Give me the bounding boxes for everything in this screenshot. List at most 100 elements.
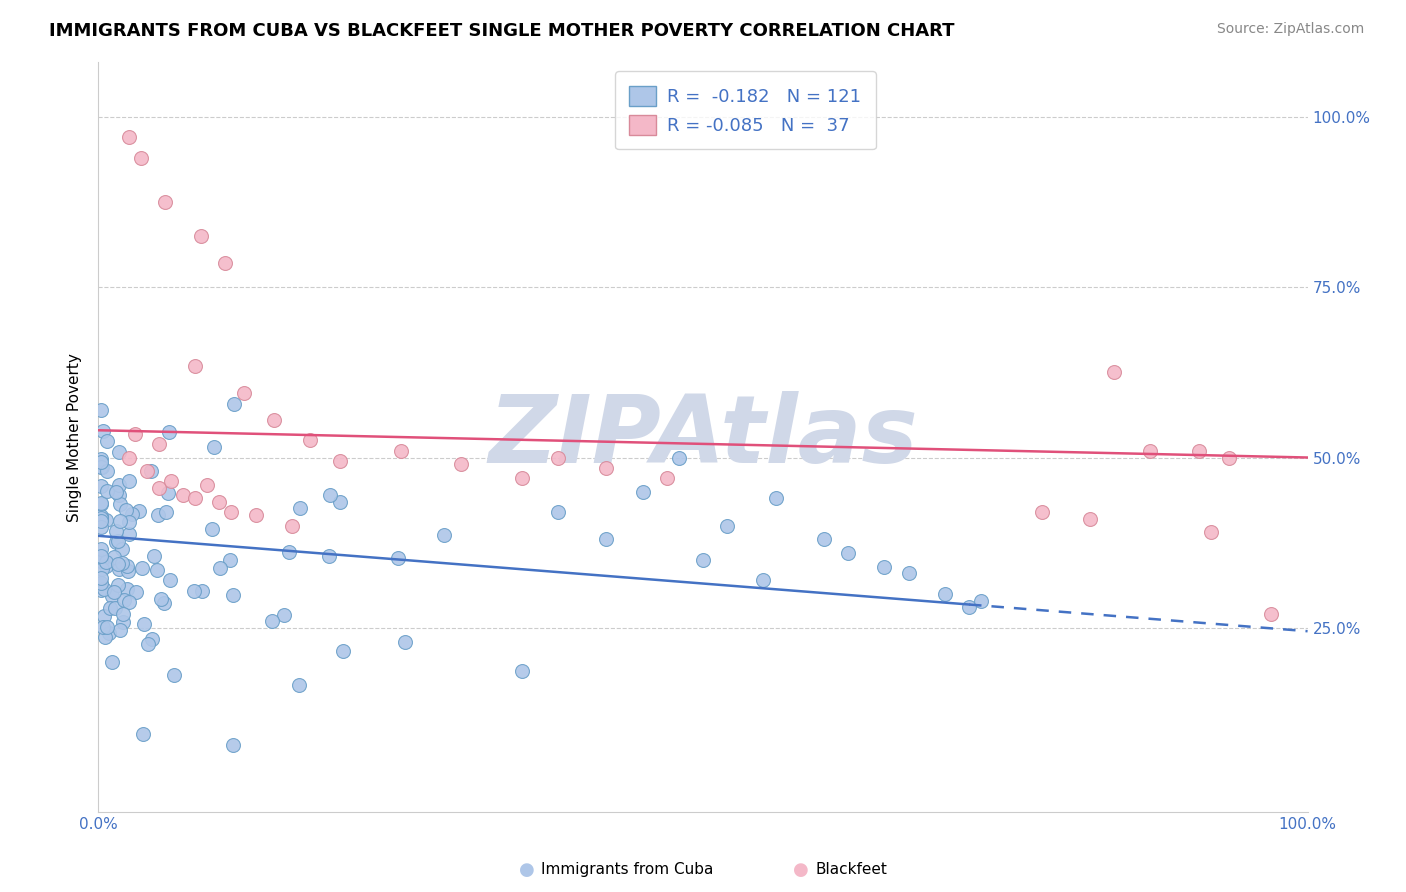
Point	[132, 617, 155, 632]
Point	[153, 195, 176, 210]
Point	[111, 607, 134, 622]
Point	[190, 229, 212, 244]
Point	[107, 533, 129, 548]
Point	[595, 460, 617, 475]
Point	[202, 440, 225, 454]
Point	[1188, 443, 1211, 458]
Point	[131, 561, 153, 575]
Point	[118, 527, 141, 541]
Point	[90, 542, 112, 557]
Point	[118, 450, 141, 465]
Point	[111, 542, 134, 557]
Point	[90, 571, 112, 585]
Point	[90, 452, 112, 467]
Point	[214, 256, 236, 270]
Point	[90, 554, 112, 568]
Point	[1199, 525, 1222, 540]
Point	[118, 474, 141, 488]
Point	[108, 497, 131, 511]
Point	[153, 596, 176, 610]
Point	[159, 574, 181, 588]
Point	[668, 450, 690, 465]
Point	[245, 508, 267, 523]
Point	[224, 397, 246, 411]
Point	[221, 505, 243, 519]
Point	[112, 615, 135, 629]
Point	[765, 491, 787, 506]
Point	[103, 584, 125, 599]
Point	[97, 625, 120, 640]
Point	[143, 549, 166, 563]
Point	[184, 491, 207, 506]
Point	[148, 481, 170, 495]
Point	[595, 533, 617, 547]
Point	[108, 478, 131, 492]
Point	[90, 582, 112, 597]
Point	[112, 593, 135, 607]
Point	[117, 558, 139, 573]
Point	[91, 460, 114, 475]
Point	[631, 484, 654, 499]
Point	[90, 514, 112, 528]
Point	[96, 464, 118, 478]
Point	[90, 403, 112, 417]
Point	[110, 514, 132, 528]
Point	[150, 591, 173, 606]
Point	[98, 600, 121, 615]
Point	[221, 738, 243, 752]
Point	[155, 505, 177, 519]
Point	[837, 546, 859, 560]
Point	[96, 620, 118, 634]
Point	[329, 454, 352, 468]
Point	[103, 549, 125, 564]
Point	[139, 464, 162, 478]
Point	[752, 573, 775, 587]
Point	[1031, 505, 1053, 519]
Point	[104, 601, 127, 615]
Point	[90, 519, 112, 533]
Point	[547, 505, 569, 519]
Point	[222, 588, 245, 602]
Text: ZIPAtlas: ZIPAtlas	[488, 391, 918, 483]
Point	[157, 425, 180, 440]
Point	[96, 483, 118, 498]
Point	[319, 488, 342, 502]
Text: Source: ZipAtlas.com: Source: ZipAtlas.com	[1216, 22, 1364, 37]
Point	[90, 455, 112, 469]
Point	[510, 471, 533, 485]
Point	[121, 507, 143, 521]
Point	[100, 655, 122, 669]
Point	[318, 549, 340, 563]
Point	[118, 595, 141, 609]
Point	[433, 528, 456, 542]
Point	[93, 582, 115, 596]
Point	[96, 558, 118, 573]
Point	[91, 562, 114, 576]
Point	[90, 508, 112, 523]
Text: ●: ●	[519, 861, 534, 879]
Point	[117, 565, 139, 579]
Point	[136, 637, 159, 651]
Point	[873, 559, 896, 574]
Point	[105, 535, 128, 549]
Point	[299, 434, 322, 448]
Point	[148, 437, 170, 451]
Point	[90, 578, 112, 592]
Text: Blackfeet: Blackfeet	[815, 863, 887, 877]
Point	[263, 413, 285, 427]
Point	[94, 630, 117, 644]
Point	[1260, 607, 1282, 622]
Point	[146, 563, 169, 577]
Point	[394, 634, 416, 648]
Point	[692, 552, 714, 566]
Point	[101, 589, 124, 603]
Y-axis label: Single Mother Poverty: Single Mother Poverty	[67, 352, 83, 522]
Point	[716, 518, 738, 533]
Point	[1102, 365, 1125, 379]
Point	[124, 426, 146, 441]
Point	[107, 557, 129, 571]
Point	[90, 497, 112, 511]
Point	[209, 561, 232, 575]
Point	[387, 550, 409, 565]
Point	[91, 424, 114, 438]
